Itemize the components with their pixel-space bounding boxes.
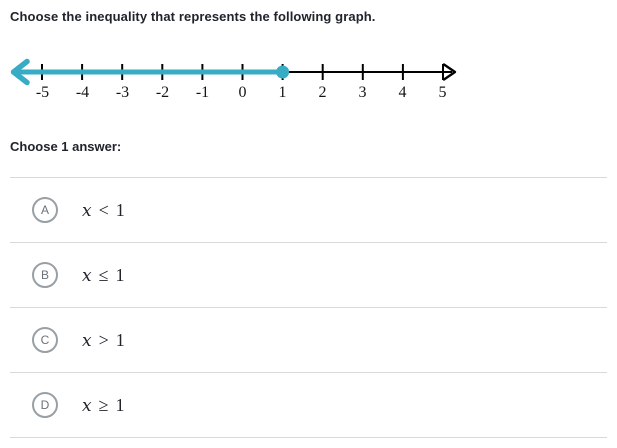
- radio-c: C: [32, 327, 58, 353]
- tick-label: 1: [278, 84, 287, 101]
- math-relation: <: [98, 199, 109, 220]
- answer-option-a[interactable]: A x < 1: [10, 177, 607, 242]
- number-line-labels: -5 -4 -3 -2 -1 0 1 2 3 4 5: [30, 84, 455, 102]
- answer-option-b[interactable]: B x ≤ 1: [10, 242, 607, 307]
- radio-d: D: [32, 392, 58, 418]
- math-value: 1: [115, 394, 125, 415]
- tick-label: -4: [75, 84, 90, 101]
- option-expression-a: x < 1: [82, 200, 125, 221]
- math-variable: x: [82, 395, 92, 416]
- left-arrow-icon: [10, 58, 30, 86]
- math-variable: x: [82, 265, 92, 286]
- math-variable: x: [82, 330, 92, 351]
- math-relation: ≤: [98, 264, 109, 285]
- option-expression-b: x ≤ 1: [82, 265, 124, 286]
- math-variable: x: [82, 200, 92, 221]
- math-relation: >: [98, 329, 109, 350]
- tick-label: 3: [358, 84, 367, 101]
- right-arrow-icon: [442, 63, 457, 81]
- tick-label: -5: [35, 84, 50, 101]
- tick-label: 0: [238, 84, 247, 101]
- tick-label: 5: [438, 84, 447, 101]
- radio-b: B: [32, 262, 58, 288]
- math-value: 1: [115, 329, 125, 350]
- math-value: 1: [115, 199, 125, 220]
- option-expression-d: x ≥ 1: [82, 395, 124, 416]
- tick-label: -3: [115, 84, 130, 101]
- option-expression-c: x > 1: [82, 330, 125, 351]
- endpoint-dot: [276, 65, 290, 79]
- answer-option-c[interactable]: C x > 1: [10, 307, 607, 372]
- answer-option-d[interactable]: D x ≥ 1: [10, 372, 607, 437]
- radio-a: A: [32, 197, 58, 223]
- math-relation: ≥: [98, 394, 109, 415]
- math-value: 1: [115, 264, 125, 285]
- tick-label: 2: [318, 84, 327, 101]
- tick-label: -1: [195, 84, 210, 101]
- question-title: Choose the inequality that represents th…: [10, 9, 376, 24]
- tick-label: 4: [398, 84, 407, 101]
- number-line-graphic: [10, 58, 457, 86]
- number-line: -5 -4 -3 -2 -1 0 1 2 3 4 5: [0, 53, 480, 105]
- tick-label: -2: [155, 84, 170, 101]
- answer-prompt: Choose 1 answer:: [10, 139, 122, 154]
- answer-list: A x < 1 B x ≤ 1 C x > 1 D x ≥ 1: [10, 177, 607, 438]
